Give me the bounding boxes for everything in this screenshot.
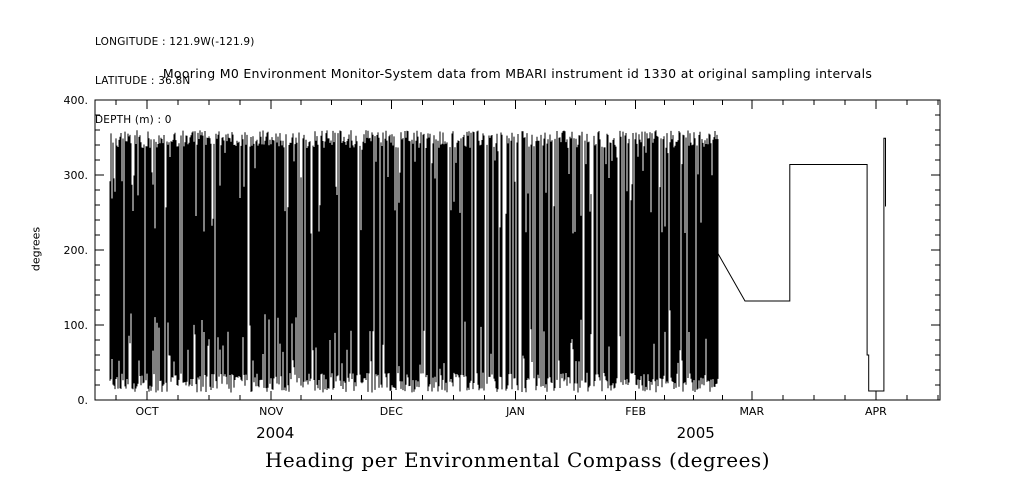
y-axis-label: degrees: [29, 226, 43, 272]
svg-text:FEB: FEB: [625, 405, 646, 418]
chart-caption: Heading per Environmental Compass (degre…: [264, 448, 770, 472]
location-metadata-block: LONGITUDE : 121.9W(-121.9) LATITUDE : 36…: [95, 10, 255, 153]
svg-text:300.: 300.: [64, 169, 89, 182]
latitude-text: LATITUDE : 36.8N: [95, 75, 191, 87]
svg-text:OCT: OCT: [136, 405, 159, 418]
svg-text:APR: APR: [865, 405, 887, 418]
svg-text:200.: 200.: [64, 244, 89, 257]
depth-text: DEPTH (m) : 0: [95, 114, 172, 126]
svg-text:2004: 2004: [256, 424, 294, 442]
svg-text:MAR: MAR: [739, 405, 764, 418]
svg-text:0.: 0.: [78, 394, 89, 407]
plot-title: Mooring M0 Environment Monitor-System da…: [162, 66, 873, 81]
svg-text:100.: 100.: [64, 319, 89, 332]
svg-text:DEC: DEC: [380, 405, 403, 418]
svg-text:400.: 400.: [64, 94, 89, 107]
svg-text:NOV: NOV: [259, 405, 284, 418]
svg-text:JAN: JAN: [505, 405, 525, 418]
svg-text:2005: 2005: [677, 424, 715, 442]
longitude-text: LONGITUDE : 121.9W(-121.9): [95, 36, 255, 48]
